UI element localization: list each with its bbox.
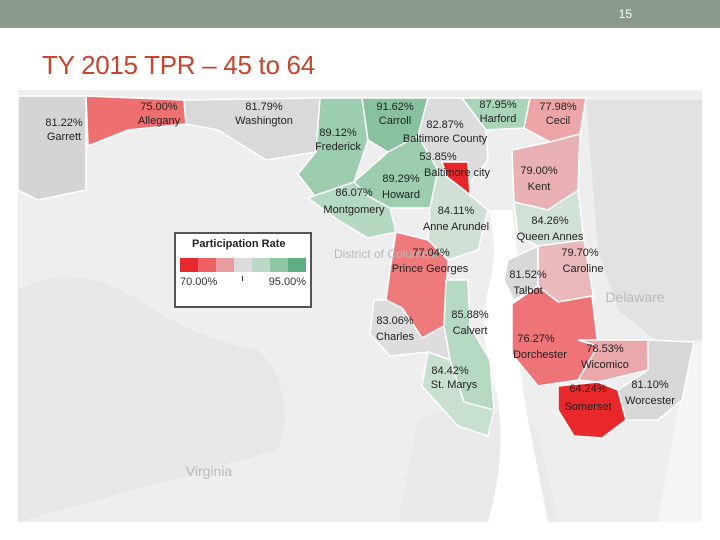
caroline-value: 79.70% bbox=[561, 247, 599, 259]
st-marys-value: 84.42% bbox=[431, 365, 469, 377]
worcester-name: Worcester bbox=[625, 395, 675, 407]
somerset-value: 64.24% bbox=[569, 383, 607, 395]
legend-title: Participation Rate bbox=[192, 238, 286, 250]
frederick-value: 89.12% bbox=[319, 127, 357, 139]
legend-tick bbox=[242, 276, 243, 281]
dc-label: District of Columbia bbox=[334, 247, 438, 261]
montgomery-name: Montgomery bbox=[323, 204, 385, 216]
county-garrett[interactable] bbox=[18, 95, 87, 201]
chesapeake-bay bbox=[484, 210, 548, 522]
anne-arundel-name: Anne Arundel bbox=[423, 221, 489, 233]
anne-arundel-value: 84.11% bbox=[438, 205, 475, 217]
queen-annes-name: Queen Annes bbox=[517, 231, 584, 243]
washington-name: Washington bbox=[235, 115, 293, 127]
ocean bbox=[658, 340, 702, 522]
garrett-name: Garrett bbox=[47, 131, 81, 143]
legend-swatch-4 bbox=[252, 258, 270, 272]
participation-rate-legend: Participation Rate 70.00% 95.00% bbox=[174, 232, 312, 308]
baltimore-county-name: Baltimore County bbox=[403, 133, 488, 145]
kent-name: Kent bbox=[528, 181, 551, 193]
terrain-shade bbox=[18, 277, 285, 522]
baltimore-city-name: Baltimore city bbox=[424, 167, 491, 179]
legend-color-scale bbox=[180, 258, 306, 272]
howard-value: 89.29% bbox=[382, 173, 420, 185]
delaware-label: Delaware bbox=[605, 289, 664, 305]
st-marys-name: St. Marys bbox=[431, 379, 478, 391]
washington-value: 81.79% bbox=[245, 101, 283, 113]
slide-header-bar: 15 bbox=[0, 0, 720, 28]
garrett-value: 81.22% bbox=[45, 117, 83, 129]
calvert-value: 85.88% bbox=[451, 309, 489, 321]
maryland-map: Delaware Virginia District of Columbia 8… bbox=[18, 90, 702, 522]
county-st-marys[interactable] bbox=[421, 350, 495, 437]
talbot-value: 81.52% bbox=[509, 269, 547, 281]
baltimore-county-value: 82.87% bbox=[426, 119, 464, 131]
dorchester-value: 76.27% bbox=[517, 333, 555, 345]
prince-georges-value: 77.04% bbox=[412, 247, 450, 259]
wicomico-name: Wicomico bbox=[581, 359, 629, 371]
talbot-name: Talbot bbox=[513, 285, 542, 297]
legend-swatch-0 bbox=[180, 258, 198, 272]
howard-name: Howard bbox=[382, 189, 420, 201]
carroll-value: 91.62% bbox=[376, 101, 414, 113]
harford-name: Harford bbox=[480, 113, 517, 125]
worcester-value: 81.10% bbox=[631, 379, 669, 391]
map-panel: Delaware Virginia District of Columbia 8… bbox=[18, 90, 702, 522]
caroline-name: Caroline bbox=[563, 263, 604, 275]
allegany-value: 75.00% bbox=[140, 101, 178, 113]
baltimore-city-value: 53.85% bbox=[419, 151, 457, 163]
frederick-name: Frederick bbox=[315, 141, 361, 153]
legend-swatch-1 bbox=[198, 258, 216, 272]
legend-swatch-6 bbox=[288, 258, 306, 272]
county-talbot[interactable] bbox=[503, 244, 539, 302]
county-montgomery[interactable] bbox=[306, 181, 397, 239]
montgomery-value: 86.07% bbox=[335, 187, 373, 199]
prince-georges-name: Prince Georges bbox=[392, 263, 469, 275]
harford-value: 87.95% bbox=[479, 99, 517, 111]
county-somerset[interactable] bbox=[557, 381, 627, 439]
legend-swatch-2 bbox=[216, 258, 234, 272]
wicomico-value: 78.53% bbox=[586, 343, 624, 355]
slide-title: TY 2015 TPR – 45 to 64 bbox=[42, 50, 315, 80]
somerset-name: Somerset bbox=[564, 401, 611, 413]
allegany-name: Allegany bbox=[138, 115, 181, 127]
legend-swatch-3 bbox=[234, 258, 252, 272]
calvert-name: Calvert bbox=[453, 325, 488, 337]
delaware-region bbox=[586, 100, 702, 342]
cecil-value: 77.98% bbox=[539, 101, 577, 113]
county-worcester[interactable] bbox=[617, 339, 695, 421]
dorchester-name: Dorchester bbox=[513, 349, 567, 361]
charles-name: Charles bbox=[376, 331, 414, 343]
legend-max-label: 95.00% bbox=[268, 276, 306, 288]
legend-swatch-5 bbox=[270, 258, 288, 272]
kent-value: 79.00% bbox=[520, 165, 558, 177]
legend-min-label: 70.00% bbox=[180, 276, 218, 288]
queen-annes-value: 84.26% bbox=[531, 215, 569, 227]
carroll-name: Carroll bbox=[379, 115, 411, 127]
county-allegany[interactable] bbox=[85, 95, 187, 148]
county-charles[interactable] bbox=[369, 299, 451, 362]
charles-value: 83.06% bbox=[376, 315, 414, 327]
cecil-name: Cecil bbox=[546, 115, 570, 127]
virginia-label: Virginia bbox=[186, 463, 233, 479]
page-number: 15 bbox=[618, 7, 632, 21]
